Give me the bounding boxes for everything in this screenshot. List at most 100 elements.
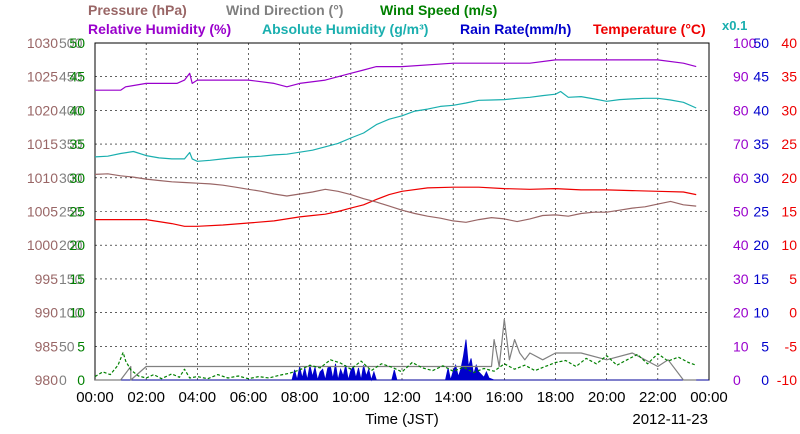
- y-tick-label-wind-speed: 0: [77, 372, 85, 388]
- y-tick-label-rain-rate: 0: [761, 372, 769, 388]
- series-wind-speed-m-s: [94, 351, 697, 380]
- y-tick-label-wind-speed: 35: [69, 136, 85, 152]
- y-tick-label-pressure: 1030: [27, 35, 58, 51]
- axis-labels: 9809859909951000100510101015102010251030…: [27, 35, 797, 406]
- x-axis-label: Time (JST): [365, 411, 439, 428]
- y-tick-label-wind-direction: 500: [59, 35, 83, 51]
- y-tick-label-wind-direction: 350: [59, 136, 83, 152]
- y-tick-label-wind-direction: 0: [59, 372, 67, 388]
- y-tick-label-wind-speed: 45: [69, 69, 85, 85]
- legend-absolute-humidity: Absolute Humidity (g/m³): [262, 21, 428, 37]
- legend-rain-rate: Rain Rate(mm/h): [460, 21, 571, 37]
- y-tick-label-relative-humidity: 90: [733, 69, 749, 85]
- y-tick-label-rain-rate: 15: [753, 271, 769, 287]
- y-tick-label-wind-speed: 10: [69, 305, 85, 321]
- y-tick-label-temperature: 40: [781, 35, 797, 51]
- y-tick-label-wind-direction: 250: [59, 204, 83, 220]
- x-tick-label: 12:00: [383, 389, 421, 406]
- y-tick-label-rain-rate: 20: [753, 237, 769, 253]
- y-tick-label-rain-rate: 40: [753, 102, 769, 118]
- y-tick-label-wind-speed: 40: [69, 102, 85, 118]
- y-tick-label-pressure: 1020: [27, 102, 58, 118]
- y-tick-label-rain-rate: 30: [753, 170, 769, 186]
- y-tick-label-wind-direction: 300: [59, 170, 83, 186]
- y-tick-label-wind-speed: 25: [69, 204, 85, 220]
- legend-relative-humidity: Relative Humidity (%): [88, 21, 231, 37]
- y-tick-label-wind-direction: 200: [59, 237, 83, 253]
- y-tick-label-wind-direction: 150: [59, 271, 83, 287]
- y-tick-label-relative-humidity: 80: [733, 102, 749, 118]
- y-tick-label-rain-rate: 10: [753, 305, 769, 321]
- y-tick-label-wind-speed: 5: [77, 338, 85, 354]
- x-tick-label: 00:00: [76, 389, 114, 406]
- y-tick-label-pressure: 1005: [27, 204, 58, 220]
- y-tick-label-pressure: 995: [35, 271, 59, 287]
- series-absolute-humidity-g-m: [94, 90, 697, 162]
- y-tick-label-wind-direction: 450: [59, 69, 83, 85]
- legend-pressure: Pressure (hPa): [88, 2, 187, 18]
- y-tick-label-wind-direction: 400: [59, 102, 83, 118]
- legend-temperature: Temperature (°C): [593, 21, 706, 37]
- y-tick-label-rain-rate: 50: [753, 35, 769, 51]
- y-tick-label-rain-rate: 45: [753, 69, 769, 85]
- y-tick-label-relative-humidity: 100: [733, 35, 757, 51]
- y-tick-label-relative-humidity: 10: [733, 338, 749, 354]
- y-tick-label-rain-rate: 5: [761, 338, 769, 354]
- y-tick-label-pressure: 1015: [27, 136, 58, 152]
- x-tick-label: 20:00: [588, 389, 626, 406]
- y-tick-label-temperature: 25: [781, 136, 797, 152]
- y-tick-label-temperature: 20: [781, 170, 797, 186]
- y-tick-label-rain-rate: 25: [753, 204, 769, 220]
- y-tick-label-pressure: 1025: [27, 69, 58, 85]
- y-tick-label-wind-direction: 100: [59, 305, 83, 321]
- y-tick-label-wind-direction: 50: [59, 338, 75, 354]
- x-tick-label: 00:00: [690, 389, 728, 406]
- y-tick-label-relative-humidity: 0: [733, 372, 741, 388]
- series-relative-humidity: [95, 59, 697, 91]
- series-wind-direction: [95, 318, 697, 381]
- x-tick-label: 22:00: [639, 389, 677, 406]
- legend-wind-speed: Wind Speed (m/s): [380, 2, 497, 18]
- x-tick-label: 06:00: [230, 389, 268, 406]
- y-tick-label-temperature: 30: [781, 102, 797, 118]
- y-tick-label-wind-speed: 20: [69, 237, 85, 253]
- y-tick-label-relative-humidity: 50: [733, 204, 749, 220]
- y-tick-label-relative-humidity: 60: [733, 170, 749, 186]
- y-tick-label-relative-humidity: 30: [733, 271, 749, 287]
- series-pressure-hpa: [94, 173, 697, 223]
- y-tick-label-wind-speed: 30: [69, 170, 85, 186]
- y-tick-label-pressure: 980: [35, 372, 59, 388]
- x-tick-label: 04:00: [179, 389, 217, 406]
- y-tick-label-relative-humidity: 70: [733, 136, 749, 152]
- y-tick-label-temperature: 15: [781, 204, 797, 220]
- x-tick-label: 16:00: [486, 389, 524, 406]
- legend: Pressure (hPa) Wind Direction (°) Wind S…: [88, 2, 747, 37]
- y-tick-label-relative-humidity: 40: [733, 237, 749, 253]
- abs-humidity-scale-note: x0.1: [722, 18, 747, 33]
- y-tick-label-pressure: 1010: [27, 170, 58, 186]
- x-tick-label: 10:00: [332, 389, 370, 406]
- y-tick-label-temperature: 35: [781, 69, 797, 85]
- y-tick-label-wind-speed: 50: [69, 35, 85, 51]
- series-rain-rate-mm-h: [95, 339, 709, 382]
- y-tick-label-temperature: 10: [781, 237, 797, 253]
- x-tick-label: 18:00: [537, 389, 575, 406]
- legend-wind-direction: Wind Direction (°): [226, 2, 343, 18]
- y-tick-label-wind-speed: 15: [69, 271, 85, 287]
- x-tick-label: 14:00: [434, 389, 472, 406]
- series-layer: [94, 59, 709, 382]
- y-tick-label-temperature: 5: [789, 271, 797, 287]
- series-temperature-c: [95, 186, 697, 227]
- y-tick-label-rain-rate: 35: [753, 136, 769, 152]
- y-tick-label-pressure: 985: [35, 338, 59, 354]
- y-tick-label-temperature: -10: [777, 372, 797, 388]
- y-tick-label-temperature: -5: [785, 338, 798, 354]
- y-tick-label-relative-humidity: 20: [733, 305, 749, 321]
- chart-date: 2012-11-23: [632, 411, 708, 428]
- x-tick-label: 02:00: [127, 389, 165, 406]
- y-tick-label-temperature: 0: [789, 305, 797, 321]
- y-tick-label-pressure: 990: [35, 305, 59, 321]
- x-tick-label: 08:00: [281, 389, 319, 406]
